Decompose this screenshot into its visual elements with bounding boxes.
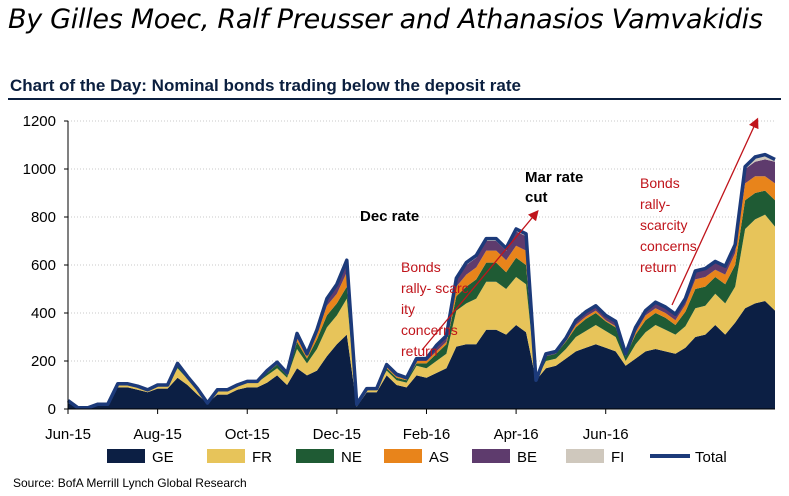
total-line xyxy=(66,152,776,410)
area-ge xyxy=(68,301,775,409)
annotation-line: rally- scarc xyxy=(401,280,469,296)
annotation-line: return xyxy=(401,343,438,359)
legend-swatch xyxy=(107,449,145,463)
annotation-dec-rate: Dec rate xyxy=(360,208,419,225)
area-ne xyxy=(68,190,775,408)
source-note: Source: BofA Merrill Lynch Global Resear… xyxy=(13,476,247,490)
legend-item-ge: GE xyxy=(107,449,174,466)
legend-swatch xyxy=(566,449,604,463)
legend-item-fr: FR xyxy=(207,449,272,466)
x-tick-label: Oct-15 xyxy=(225,426,270,443)
legend-item-be: BE xyxy=(472,449,537,466)
x-tick-label: Jun-15 xyxy=(45,426,91,443)
legend-label: GE xyxy=(152,449,174,466)
x-tick-label: Apr-16 xyxy=(494,426,539,443)
legend-swatch xyxy=(472,449,510,463)
annotation-line: concerns xyxy=(640,238,697,254)
annotation-mar-rate: Mar rate xyxy=(525,169,583,186)
x-tick-label: Aug-15 xyxy=(133,426,181,443)
title-rule xyxy=(8,98,781,100)
y-tick-label: 400 xyxy=(31,305,56,322)
annotation-bonds-rally-2: Bonds rally- scarcity concerns return xyxy=(640,175,697,275)
gridlines xyxy=(68,120,775,362)
annotation-line: Bonds xyxy=(401,259,441,275)
annotations: Dec rate Mar rate cut Bonds rally- scarc… xyxy=(360,117,759,359)
x-tick-label: Dec-15 xyxy=(313,426,361,443)
legend-label: Total xyxy=(695,449,727,466)
legend-swatch xyxy=(207,449,245,463)
stacked-areas xyxy=(68,154,775,409)
y-tick-label: 0 xyxy=(48,401,56,418)
axes: 0 200 400 600 800 1000 1200 Jun-15 Aug-15 Oct-15 D… xyxy=(23,113,775,443)
annotation-line: scarcity xyxy=(640,217,687,233)
area-fr xyxy=(68,214,775,408)
y-tick-label: 1200 xyxy=(23,113,56,130)
legend-label: FR xyxy=(252,449,272,466)
legend-swatch xyxy=(296,449,334,463)
arrow-rally-1 xyxy=(421,210,539,351)
legend-item-fi: FI xyxy=(566,449,624,466)
x-tick-label: Feb-16 xyxy=(403,426,451,443)
series-total-line xyxy=(66,152,776,410)
area-as xyxy=(68,176,775,408)
x-tick-label: Jun-16 xyxy=(583,426,629,443)
byline: By Gilles Moec, Ralf Preusser and Athana… xyxy=(8,4,763,35)
legend-label: AS xyxy=(429,449,449,466)
legend-swatch xyxy=(384,449,422,463)
legend-label: NE xyxy=(341,449,362,466)
legend-label: BE xyxy=(517,449,537,466)
y-tick-label: 1000 xyxy=(23,161,56,178)
annotation-line: Bonds xyxy=(640,175,680,191)
legend: GE FR NE AS BE FI Total xyxy=(107,449,727,466)
chart-title: Chart of the Day: Nominal bonds trading … xyxy=(10,76,521,95)
y-tick-label: 200 xyxy=(31,353,56,370)
legend-item-ne: NE xyxy=(296,449,362,466)
annotation-line: concerns xyxy=(401,322,458,338)
legend-label: FI xyxy=(611,449,624,466)
annotation-line: ity xyxy=(401,301,415,317)
annotation-bonds-rally-1: Bonds rally- scarc ity concerns return xyxy=(401,259,469,359)
y-tick-label: 600 xyxy=(31,257,56,274)
legend-item-as: AS xyxy=(384,449,449,466)
annotation-cut: cut xyxy=(525,189,548,206)
y-tick-label: 800 xyxy=(31,209,56,226)
annotation-line: return xyxy=(640,259,677,275)
arrow-rally-2 xyxy=(671,117,759,306)
annotation-line: rally- xyxy=(640,196,671,212)
legend-item-total: Total xyxy=(650,449,727,466)
